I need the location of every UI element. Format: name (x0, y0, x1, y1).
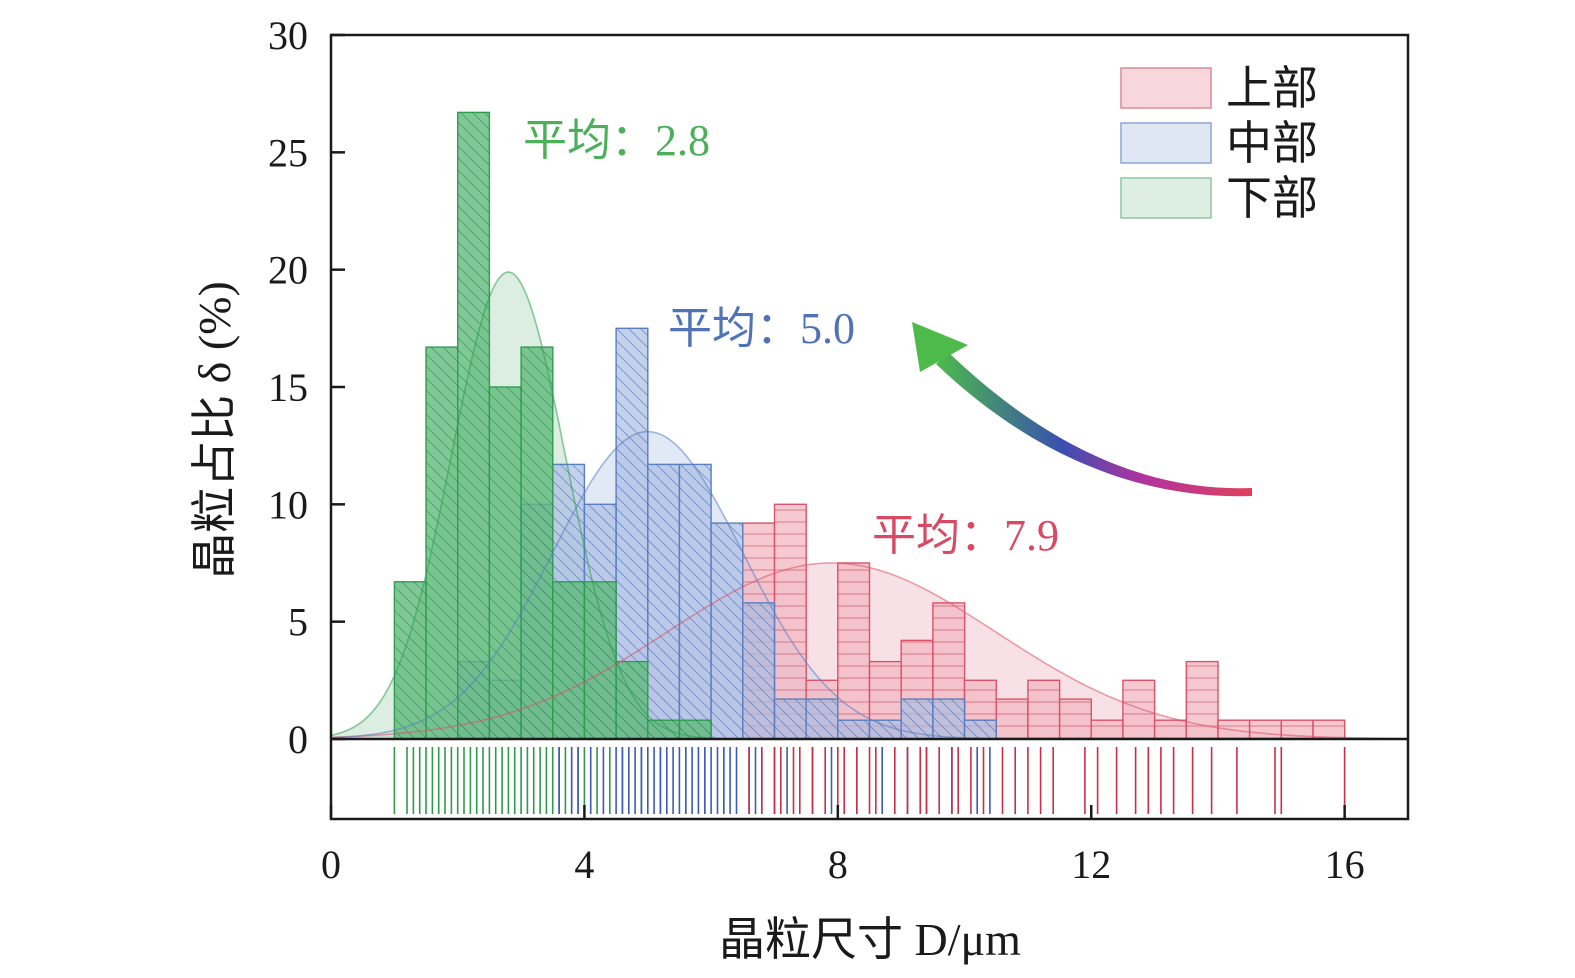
histogram-bar-hatch (647, 464, 680, 739)
legend-swatch-bottom (1120, 177, 1212, 219)
mean-label-top: 平均：7.9 (872, 511, 1059, 560)
histogram-bar-hatch (806, 699, 838, 739)
y-axis-title: 晶粒占比 δ (%) (189, 281, 240, 579)
histogram-bar-hatch (742, 602, 775, 739)
histogram-bar-hatch (837, 563, 870, 739)
x-tick-label: 0 (321, 842, 341, 887)
x-tick-label: 8 (828, 842, 848, 887)
histogram-bar-hatch (679, 464, 712, 739)
legend-label-top: 上部 (1226, 63, 1318, 114)
histogram-bar-hatch (996, 699, 1028, 739)
x-axis-title: 晶粒尺寸 D/μm (719, 914, 1021, 965)
histogram-bar-hatch (1122, 680, 1155, 739)
y-tick-label: 30 (268, 13, 308, 58)
histogram-bar-hatch (521, 347, 553, 739)
y-tick-label: 25 (268, 130, 308, 175)
legend-label-bottom: 下部 (1226, 173, 1318, 224)
histogram-bar-hatch (964, 720, 997, 739)
histogram-bar-hatch (1313, 720, 1345, 739)
histogram-bar-hatch (552, 581, 585, 739)
histogram-bar-hatch (869, 720, 902, 739)
histogram-bar-hatch (932, 699, 965, 739)
y-tick-label: 20 (268, 248, 308, 293)
histogram-bar-hatch (901, 699, 933, 739)
histogram-bar-hatch (489, 387, 522, 739)
histogram-bar-hatch (774, 699, 807, 739)
mean-label-middle: 平均：5.0 (668, 304, 855, 353)
histogram-bar-hatch (1091, 720, 1123, 739)
histogram-bar-hatch (837, 720, 870, 739)
y-tick-label: 5 (288, 600, 308, 645)
trend-arrow-head (912, 322, 968, 372)
histogram-bar-hatch (1027, 680, 1060, 739)
series-bars-bottom (393, 111, 712, 739)
legend-swatch-middle (1120, 122, 1212, 164)
y-tick-label: 0 (288, 717, 308, 762)
x-tick-label: 4 (574, 842, 594, 887)
fit-line-bottom (331, 271, 1408, 739)
legend-label-middle: 中部 (1226, 118, 1318, 169)
trend-arrow-shaft (936, 352, 1252, 497)
rug-plot-layer (393, 747, 1346, 814)
fit-lines-layer (331, 271, 1408, 739)
y-tick-label: 15 (268, 365, 308, 410)
histogram-bar-hatch (584, 581, 617, 739)
legend-swatch-top (1120, 67, 1212, 109)
histogram-bar-hatch (426, 347, 458, 739)
y-tick-label: 10 (268, 482, 308, 527)
histogram-bar-hatch (394, 581, 427, 739)
histogram-bar-hatch (647, 720, 680, 739)
plot-frame (329, 33, 1410, 821)
histogram-bar-hatch (1281, 720, 1313, 739)
x-tick-label: 12 (1071, 842, 1111, 887)
legend: 上部 中部 下部 (1120, 63, 1318, 224)
histogram-bar-hatch (1059, 699, 1092, 739)
histogram-bar-hatch (711, 523, 743, 739)
fit-line-middle (331, 430, 1408, 739)
histogram-bar-hatch (457, 112, 490, 739)
mean-label-bottom: 平均：2.8 (523, 116, 710, 165)
histogram-bar-hatch (1249, 720, 1282, 739)
axis-ticks-layer: 0 4 8 12 16 0 5 10 15 20 25 30 (268, 13, 1365, 887)
histogram-bar-hatch (679, 720, 712, 739)
histogram-bar-hatch (1154, 720, 1187, 739)
fit-line-top (331, 562, 1408, 739)
histogram-bars-layer (393, 111, 1346, 739)
x-tick-label: 16 (1325, 842, 1365, 887)
